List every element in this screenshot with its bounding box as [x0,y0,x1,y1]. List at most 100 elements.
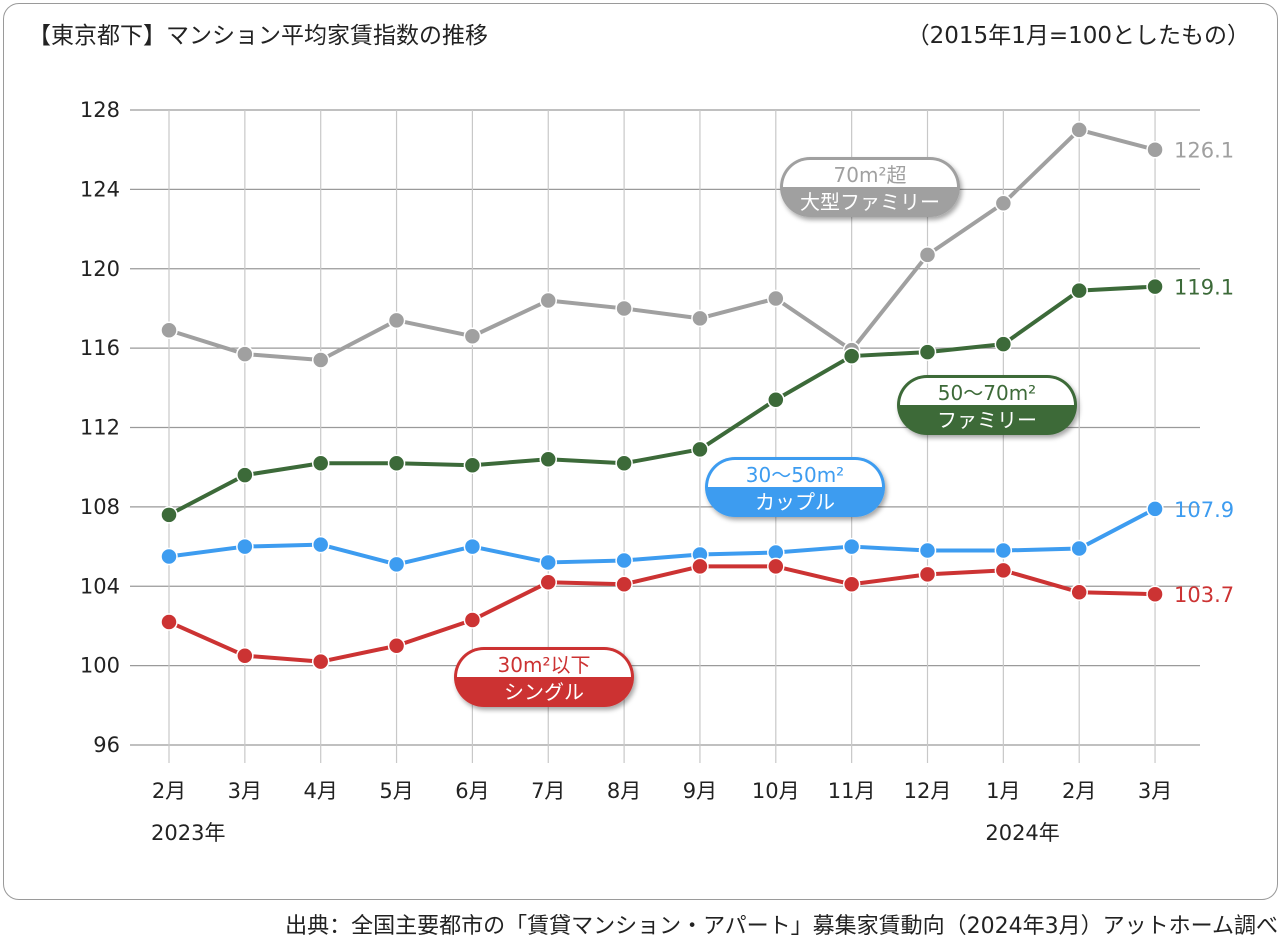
data-point-couple [539,553,557,572]
data-point-single [842,575,861,594]
data-point-large-family [463,327,482,345]
data-point-single [539,573,557,592]
series-layer: 126.1 119.1 107.9 103.7 [160,121,1234,671]
data-point-large-family [994,194,1013,213]
data-point-large-family [691,309,709,328]
chart-title: 【東京都下】マンション平均家賃指数の推移 [28,23,488,49]
data-point-couple [1146,500,1164,518]
index-base-note: （2015年1月=100としたもの） [906,23,1250,49]
data-point-large-family [1146,140,1164,159]
x-tick-label: 8月 [607,779,641,803]
badge-top-panel [900,378,1074,405]
data-point-family [311,454,330,472]
data-point-family [767,390,785,409]
y-tick-label: 104 [80,574,120,598]
data-point-couple [1070,539,1088,558]
x-tick-label: 12月 [904,779,952,803]
badge-type-label: カップル [755,490,835,514]
y-axis: 96 100 104 108 112 116 120 124 128 [80,98,120,757]
data-point-large-family [767,289,785,308]
data-point-single [1070,583,1088,601]
series-line-couple [168,507,1156,567]
badge-top-panel [783,160,957,187]
data-point-large-family [918,246,937,264]
end-label-single: 103.7 [1174,583,1234,607]
badge-top-panel [708,460,882,487]
grid-lines [130,109,1200,763]
badge-size-label: 30m²以下 [498,653,591,677]
y-tick-label: 96 [93,733,120,757]
badge-type-label: シングル [504,680,584,704]
series-line-family [168,284,1156,517]
data-point-single [160,613,178,631]
badge-size-label: 30〜50m² [746,463,844,487]
data-point-couple [842,537,861,556]
y-tick-label: 112 [80,416,120,440]
data-point-couple [311,535,330,554]
chart-card [3,3,1278,900]
data-point-family [994,335,1013,353]
data-point-family [236,466,254,484]
data-point-single [1146,585,1164,603]
data-point-single [387,637,406,655]
data-point-family [1070,281,1088,300]
data-point-couple [615,551,633,570]
x-tick-label: 5月 [379,779,413,803]
data-point-large-family [311,351,330,369]
data-point-couple [918,541,937,560]
series-line-single [168,564,1156,664]
data-point-couple [236,537,254,556]
badge-type-label: ファミリー [937,408,1037,432]
data-point-family [842,347,861,365]
data-point-couple [994,541,1013,560]
data-point-family [615,454,633,472]
x-tick-label: 9月 [683,779,717,803]
y-tick-label: 116 [80,336,120,360]
x-tick-label: 7月 [531,779,565,803]
data-point-family [463,456,482,474]
data-point-family [1146,277,1164,296]
data-point-large-family [539,291,557,310]
data-point-family [387,454,406,472]
y-tick-label: 128 [80,98,120,122]
data-point-large-family [387,311,406,330]
series-line-large-family [168,127,1156,363]
x-tick-label: 1月 [986,779,1020,803]
data-point-family [539,450,557,468]
x-tick-label: 2月 [1062,779,1096,803]
x-tick-label: 3月 [228,779,262,803]
data-point-family [160,506,178,524]
data-point-single [463,611,482,629]
x-tick-label: 11月 [828,779,876,803]
x-tick-label: 4月 [304,779,338,803]
data-point-single [615,575,633,594]
end-label-family: 119.1 [1174,276,1234,300]
data-point-single [767,557,785,576]
x-tick-label: 10月 [752,779,800,803]
badge-type-label: 大型ファミリー [800,190,940,214]
source-note: 出典：全国主要都市の「賃貸マンション・アパート」募集家賃動向（2024年3月）ア… [285,914,1278,939]
y-tick-label: 108 [80,495,120,519]
data-point-large-family [1070,121,1088,139]
data-point-single [311,652,330,671]
end-label-couple: 107.9 [1174,498,1234,522]
x-tick-label: 2月 [152,779,186,803]
data-point-single [918,565,937,584]
year-label: 2023年 [151,821,225,845]
data-point-couple [387,555,406,574]
badge-couple: 30〜50m² カップル [705,457,885,517]
data-point-single [236,646,254,665]
y-tick-label: 120 [80,257,120,281]
line-chart: 96 100 104 108 112 116 120 124 128 2月 3月 4月 5月 6月 7月 8… [80,98,1234,845]
badge-top-panel [457,650,631,677]
data-point-couple [463,537,482,556]
x-tick-label: 3月 [1138,779,1172,803]
year-label: 2024年 [985,821,1059,845]
badge-size-label: 50〜70m² [938,381,1036,405]
badge-size-label: 70m²超 [834,163,907,187]
y-tick-label: 100 [80,654,120,678]
